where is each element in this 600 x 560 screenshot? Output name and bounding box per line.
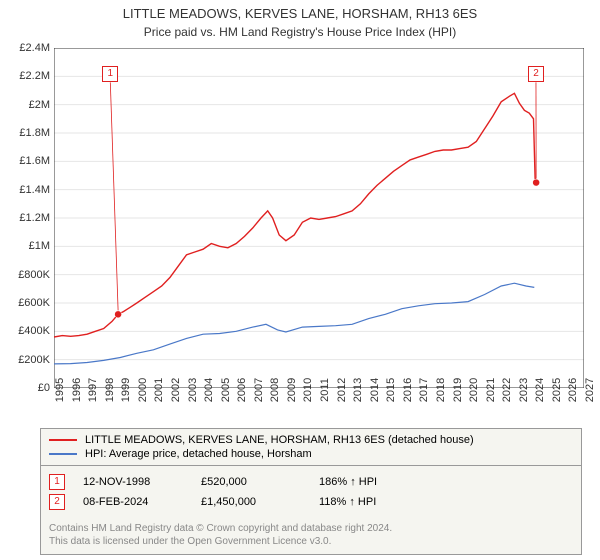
xtick-label: 2008 <box>269 378 281 402</box>
xtick-label: 1997 <box>87 378 99 402</box>
transaction-pct: 118% ↑ HPI <box>319 496 419 508</box>
transaction-marker: 2 <box>49 494 65 510</box>
xtick-label: 1998 <box>104 378 116 402</box>
legend-label: LITTLE MEADOWS, KERVES LANE, HORSHAM, RH… <box>85 434 474 446</box>
ytick-label: £800K <box>0 269 50 281</box>
legend-panel: LITTLE MEADOWS, KERVES LANE, HORSHAM, RH… <box>40 428 582 555</box>
xtick-label: 2004 <box>203 378 215 402</box>
transaction-price: £520,000 <box>201 476 301 488</box>
ytick-label: £200K <box>0 354 50 366</box>
chart-area: £0£200K£400K£600K£800K£1M£1.2M£1.4M£1.6M… <box>54 48 584 388</box>
ytick-label: £2.2M <box>0 70 50 82</box>
xtick-label: 2000 <box>137 378 149 402</box>
ytick-label: £2M <box>0 99 50 111</box>
transaction-row: 2 08-FEB-2024 £1,450,000 118% ↑ HPI <box>49 492 573 512</box>
xtick-label: 2020 <box>468 378 480 402</box>
xtick-label: 2024 <box>534 378 546 402</box>
ytick-label: £1M <box>0 240 50 252</box>
xtick-label: 2007 <box>253 378 265 402</box>
transaction-marker: 1 <box>49 474 65 490</box>
legend-swatch <box>49 453 77 455</box>
ytick-label: £400K <box>0 325 50 337</box>
ytick-label: £1.2M <box>0 212 50 224</box>
xtick-label: 2018 <box>435 378 447 402</box>
xtick-label: 2002 <box>170 378 182 402</box>
xtick-label: 2013 <box>352 378 364 402</box>
legend-swatch <box>49 439 77 441</box>
legend-row: HPI: Average price, detached house, Hors… <box>49 447 573 461</box>
xtick-label: 2023 <box>518 378 530 402</box>
legend-row: LITTLE MEADOWS, KERVES LANE, HORSHAM, RH… <box>49 433 573 447</box>
chart-subtitle: Price paid vs. HM Land Registry's House … <box>0 23 600 39</box>
xtick-label: 2021 <box>485 378 497 402</box>
xtick-label: 1996 <box>71 378 83 402</box>
transaction-date: 08-FEB-2024 <box>83 496 183 508</box>
xtick-label: 2012 <box>336 378 348 402</box>
xtick-label: 2010 <box>302 378 314 402</box>
xtick-label: 2001 <box>153 378 165 402</box>
xtick-label: 2019 <box>452 378 464 402</box>
chart-marker-1: 1 <box>102 66 118 82</box>
xtick-label: 2003 <box>187 378 199 402</box>
footer-line2: This data is licensed under the Open Gov… <box>49 535 573 548</box>
chart-svg <box>54 48 584 388</box>
xtick-label: 1995 <box>54 378 66 402</box>
ytick-label: £1.4M <box>0 184 50 196</box>
transaction-price: £1,450,000 <box>201 496 301 508</box>
xtick-label: 1999 <box>120 378 132 402</box>
ytick-label: £0 <box>0 382 50 394</box>
ytick-label: £600K <box>0 297 50 309</box>
xtick-label: 2022 <box>501 378 513 402</box>
footer-text: Contains HM Land Registry data © Crown c… <box>41 518 581 554</box>
xtick-label: 2009 <box>286 378 298 402</box>
xtick-label: 2005 <box>220 378 232 402</box>
xtick-label: 2027 <box>584 378 596 402</box>
ytick-label: £1.6M <box>0 155 50 167</box>
ytick-label: £2.4M <box>0 42 50 54</box>
xtick-label: 2026 <box>567 378 579 402</box>
xtick-label: 2025 <box>551 378 563 402</box>
footer-line1: Contains HM Land Registry data © Crown c… <box>49 522 573 535</box>
xtick-label: 2016 <box>402 378 414 402</box>
legend-label: HPI: Average price, detached house, Hors… <box>85 448 312 460</box>
xtick-label: 2011 <box>319 378 331 402</box>
chart-marker-2: 2 <box>528 66 544 82</box>
xtick-label: 2017 <box>418 378 430 402</box>
xtick-label: 2014 <box>369 378 381 402</box>
legend-series: LITTLE MEADOWS, KERVES LANE, HORSHAM, RH… <box>41 429 581 466</box>
ytick-label: £1.8M <box>0 127 50 139</box>
transaction-pct: 186% ↑ HPI <box>319 476 419 488</box>
transaction-rows: 1 12-NOV-1998 £520,000 186% ↑ HPI 2 08-FEB-20… <box>41 466 581 518</box>
xtick-label: 2006 <box>236 378 248 402</box>
transaction-date: 12-NOV-1998 <box>83 476 183 488</box>
xtick-label: 2015 <box>385 378 397 402</box>
chart-title: LITTLE MEADOWS, KERVES LANE, HORSHAM, RH… <box>0 0 600 23</box>
transaction-row: 1 12-NOV-1998 £520,000 186% ↑ HPI <box>49 472 573 492</box>
